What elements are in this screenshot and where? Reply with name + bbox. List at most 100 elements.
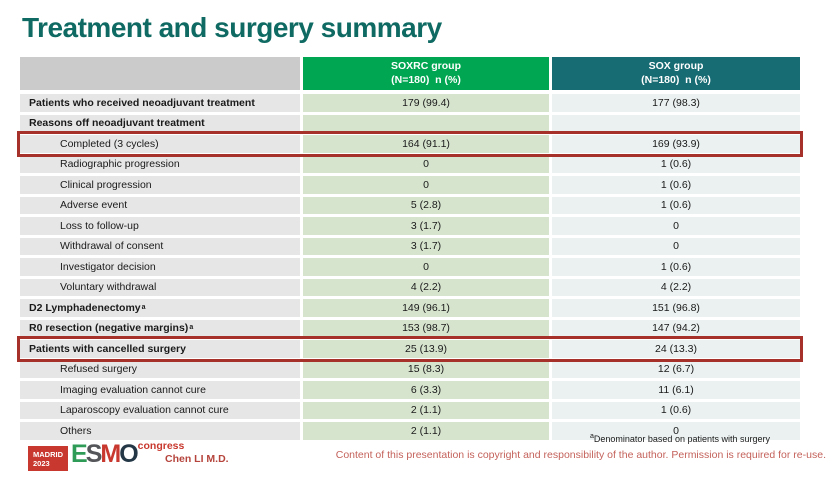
sox-value-cell: 0: [552, 217, 800, 235]
soxrc-value-cell: 3 (1.7): [303, 217, 549, 235]
row-label-cell: Radiographic progression: [20, 155, 300, 173]
logo-year: 2023: [33, 459, 50, 468]
table-row: Adverse event 5 (2.8) 1 (0.6): [20, 196, 800, 214]
row-label: Radiographic progression: [60, 158, 180, 171]
esmo-letter-m: M: [100, 440, 121, 468]
header-soxrc-line1: SOXRC group: [391, 60, 461, 73]
soxrc-value-cell: 0: [303, 155, 549, 173]
logo-location: MADRID: [33, 450, 63, 459]
row-label-cell: Loss to follow-up: [20, 217, 300, 235]
header-soxrc-line2: (N=180) n (%): [391, 73, 461, 86]
row-label-cell: Adverse event: [20, 196, 300, 214]
table-row: Investigator decision 0 1 (0.6): [20, 258, 800, 276]
row-label-cell: Completed (3 cycles): [20, 135, 300, 153]
table-row: Refused surgery 15 (8.3) 12 (6.7): [20, 360, 800, 378]
soxrc-value-cell: 4 (2.2): [303, 278, 549, 296]
sox-value-cell: 1 (0.6): [552, 176, 800, 194]
slide-title: Treatment and surgery summary: [22, 12, 442, 43]
soxrc-value-cell: 0: [303, 258, 549, 276]
table-footnote: aDenominator based on patients with surg…: [590, 433, 770, 444]
row-label-cell: Others: [20, 422, 300, 440]
row-label: Patients who received neoadjuvant treatm…: [29, 96, 255, 109]
sox-value-cell: [552, 114, 800, 132]
soxrc-value-cell: 149 (96.1): [303, 299, 549, 317]
table-header: SOXRC group (N=180) n (%) SOX group (N=1…: [20, 57, 800, 90]
row-label: Loss to follow-up: [60, 219, 139, 232]
table-row: R0 resection (negative margins) a 153 (98…: [20, 319, 800, 337]
row-label: Patients with cancelled surgery: [29, 342, 186, 355]
row-label-cell: Withdrawal of consent: [20, 237, 300, 255]
table-row: Others 2 (1.1) 0: [20, 422, 800, 440]
header-soxrc-group: SOXRC group (N=180) n (%): [303, 57, 549, 90]
sox-value-cell: 151 (96.8): [552, 299, 800, 317]
row-label-cell: Investigator decision: [20, 258, 300, 276]
row-label-cell: D2 Lymphadenectomy a: [20, 299, 300, 317]
summary-table: SOXRC group (N=180) n (%) SOX group (N=1…: [17, 57, 803, 443]
row-label: R0 resection (negative margins): [29, 322, 189, 335]
row-label-cell: R0 resection (negative margins) a: [20, 319, 300, 337]
sox-value-cell: 0: [552, 422, 800, 440]
sox-value-cell: 169 (93.9): [552, 135, 800, 153]
row-label-cell: Reasons off neoadjuvant treatment: [20, 114, 300, 132]
soxrc-value-cell: 6 (3.3): [303, 381, 549, 399]
sox-value-cell: 11 (6.1): [552, 381, 800, 399]
table-row: Completed (3 cycles) 164 (91.1) 169 (93.…: [17, 131, 803, 156]
sox-value-cell: 147 (94.2): [552, 319, 800, 337]
sox-value-cell: 1 (0.6): [552, 196, 800, 214]
table-row: Imaging evaluation cannot cure 6 (3.3) 1…: [20, 381, 800, 399]
row-label: D2 Lymphadenectomy: [29, 301, 141, 314]
row-label-cell: Clinical progression: [20, 176, 300, 194]
sox-value-cell: 1 (0.6): [552, 155, 800, 173]
esmo-logo-wordmark: ESMO: [71, 440, 139, 468]
sox-value-cell: 1 (0.6): [552, 258, 800, 276]
soxrc-value-cell: 2 (1.1): [303, 401, 549, 419]
row-label-cell: Imaging evaluation cannot cure: [20, 381, 300, 399]
presenter-name: Chen LI M.D.: [165, 453, 229, 465]
row-label: Imaging evaluation cannot cure: [60, 383, 206, 396]
row-label: Withdrawal of consent: [60, 240, 164, 253]
table-row: D2 Lymphadenectomy a 149 (96.1) 151 (96.8…: [20, 299, 800, 317]
soxrc-value-cell: 25 (13.9): [303, 340, 549, 358]
sox-value-cell: 4 (2.2): [552, 278, 800, 296]
esmo-congress-logo: MADRID 2023 ESMO congress: [28, 440, 184, 471]
table-row: Clinical progression 0 1 (0.6): [20, 176, 800, 194]
table-row: Withdrawal of consent 3 (1.7) 0: [20, 237, 800, 255]
sox-value-cell: 177 (98.3): [552, 94, 800, 112]
row-label-cell: Refused surgery: [20, 360, 300, 378]
row-label: Refused surgery: [60, 363, 138, 376]
soxrc-value-cell: 5 (2.8): [303, 196, 549, 214]
row-label: Clinical progression: [60, 178, 152, 191]
row-label: Others: [60, 424, 92, 437]
esmo-letter-o: O: [119, 440, 139, 468]
table-row: Patients with cancelled surgery 25 (13.9…: [17, 336, 803, 361]
esmo-letter-e: E: [71, 440, 88, 468]
table-row: Reasons off neoadjuvant treatment: [20, 114, 800, 132]
row-label: Reasons off neoadjuvant treatment: [29, 117, 205, 130]
table-body: Patients who received neoadjuvant treatm…: [17, 94, 803, 440]
table-row: Patients who received neoadjuvant treatm…: [20, 94, 800, 112]
copyright-notice: Content of this presentation is copyrigh…: [335, 449, 826, 461]
table-row: Radiographic progression 0 1 (0.6): [20, 155, 800, 173]
sox-value-cell: 12 (6.7): [552, 360, 800, 378]
table-row: Laparoscopy evaluation cannot cure 2 (1.…: [20, 401, 800, 419]
header-sox-line1: SOX group: [648, 60, 704, 73]
madrid-2023-badge: MADRID 2023: [28, 446, 68, 471]
soxrc-value-cell: 179 (99.4): [303, 94, 549, 112]
table-row: Loss to follow-up 3 (1.7) 0: [20, 217, 800, 235]
header-sox-line2: (N=180) n (%): [641, 73, 711, 86]
row-label-cell: Patients who received neoadjuvant treatm…: [20, 94, 300, 112]
soxrc-value-cell: 2 (1.1): [303, 422, 549, 440]
sox-value-cell: 24 (13.3): [552, 340, 800, 358]
congress-label: congress: [137, 440, 185, 452]
soxrc-value-cell: 0: [303, 176, 549, 194]
header-sox-group: SOX group (N=180) n (%): [552, 57, 800, 90]
row-label-cell: Voluntary withdrawal: [20, 278, 300, 296]
soxrc-value-cell: 15 (8.3): [303, 360, 549, 378]
soxrc-value-cell: 3 (1.7): [303, 237, 549, 255]
table-row: Voluntary withdrawal 4 (2.2) 4 (2.2): [20, 278, 800, 296]
sox-value-cell: 0: [552, 237, 800, 255]
soxrc-value-cell: 153 (98.7): [303, 319, 549, 337]
footnote-text: Denominator based on patients with surge…: [593, 434, 770, 444]
row-label: Laparoscopy evaluation cannot cure: [60, 404, 229, 417]
header-empty-cell: [20, 57, 300, 90]
